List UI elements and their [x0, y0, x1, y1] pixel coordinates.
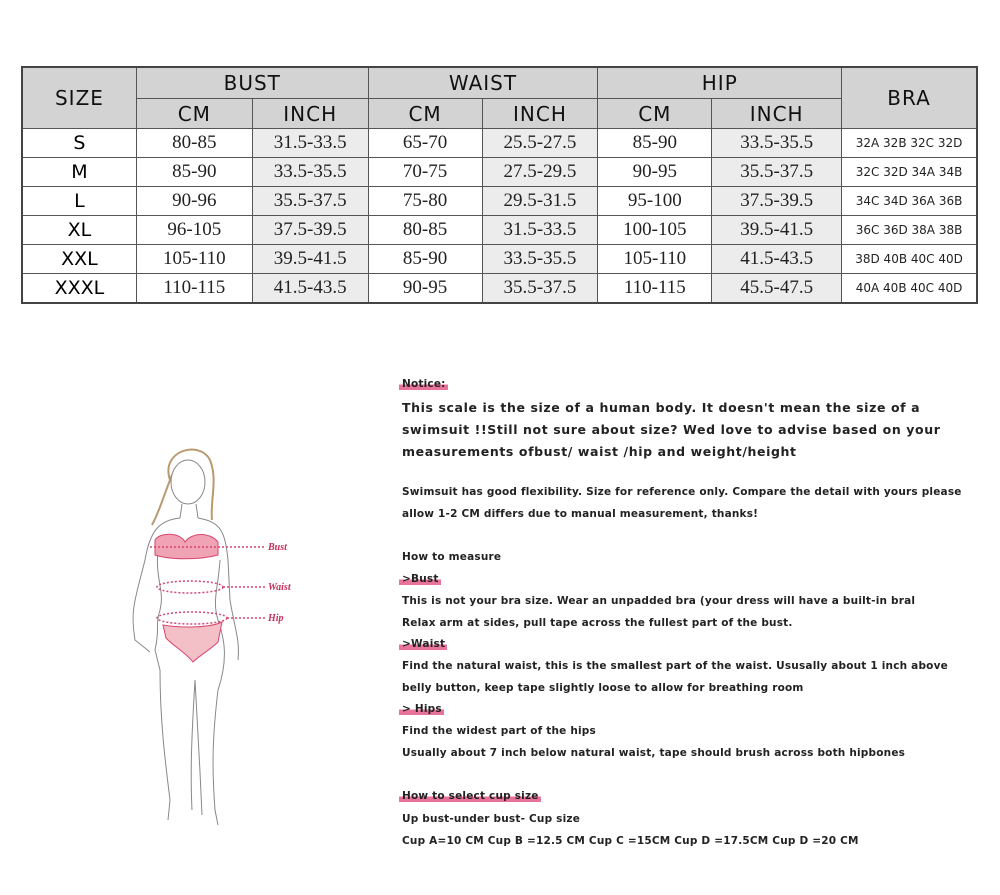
- bust-heading: >Bust: [399, 573, 441, 585]
- flex-line: Swimsuit has good flexibility. Size for …: [402, 486, 962, 498]
- cell-bust-in: 31.5-33.5: [251, 128, 369, 158]
- waist-cm-header: CM: [367, 98, 483, 129]
- cell-waist-cm: 80-85: [367, 215, 483, 245]
- cell-hip-cm: 85-90: [597, 128, 713, 158]
- waist-inch-header: INCH: [481, 98, 599, 129]
- cell-hip-in: 39.5-41.5: [711, 215, 843, 245]
- cell-bust-cm: 105-110: [135, 244, 253, 274]
- cell-size: XXXL: [21, 273, 137, 304]
- cell-waist-in: 35.5-37.5: [481, 273, 599, 304]
- table-row: L 90-96 35.5-37.5 75-80 29.5-31.5 95-100 37.5-…: [21, 186, 978, 216]
- waist-line: Find the natural waist, this is the smal…: [402, 660, 948, 672]
- bust-cm-header: CM: [135, 98, 253, 129]
- cell-waist-in: 25.5-27.5: [481, 128, 599, 158]
- hip-cm-header: CM: [597, 98, 713, 129]
- bust-header: BUST: [135, 66, 369, 99]
- notice-line: swimsuit !!Still not sure about size? We…: [402, 422, 941, 437]
- bra-header: BRA: [841, 66, 978, 129]
- hip-inch-header: INCH: [711, 98, 843, 129]
- table-row: S 80-85 31.5-33.5 65-70 25.5-27.5 85-90 33.5-3…: [21, 128, 978, 158]
- cell-hip-cm: 100-105: [597, 215, 713, 245]
- cell-hip-cm: 95-100: [597, 186, 713, 216]
- cell-waist-cm: 85-90: [367, 244, 483, 274]
- waist-line: belly button, keep tape slightly loose t…: [402, 682, 804, 694]
- cell-bra: 34C 34D 36A 36B: [841, 186, 978, 216]
- hip-label: Hip: [267, 613, 284, 624]
- cell-bra: 32C 32D 34A 34B: [841, 157, 978, 187]
- cell-size: XXL: [21, 244, 137, 274]
- hips-line: Find the widest part of the hips: [402, 725, 596, 737]
- cell-bra: 40A 40B 40C 40D: [841, 273, 978, 304]
- table-row: XL 96-105 37.5-39.5 80-85 31.5-33.5 100-105 39…: [21, 215, 978, 245]
- cell-waist-cm: 65-70: [367, 128, 483, 158]
- cell-waist-in: 33.5-35.5: [481, 244, 599, 274]
- cell-size: M: [21, 157, 137, 187]
- cell-hip-in: 37.5-39.5: [711, 186, 843, 216]
- hips-heading: > Hips: [399, 703, 444, 715]
- cell-waist-in: 31.5-33.5: [481, 215, 599, 245]
- waist-heading: >Waist: [399, 638, 448, 650]
- waist-header: WAIST: [367, 66, 599, 99]
- cell-hip-in: 41.5-43.5: [711, 244, 843, 274]
- cell-bust-cm: 90-96: [135, 186, 253, 216]
- table-row: XXL 105-110 39.5-41.5 85-90 33.5-35.5 105-110…: [21, 244, 978, 274]
- cell-waist-cm: 70-75: [367, 157, 483, 187]
- cell-bust-in: 39.5-41.5: [251, 244, 369, 274]
- size-header: SIZE: [21, 66, 137, 129]
- cell-hip-cm: 110-115: [597, 273, 713, 304]
- table-row: M 85-90 33.5-35.5 70-75 27.5-29.5 90-95 35.5-3…: [21, 157, 978, 187]
- cup-size-heading: How to select cup size: [399, 790, 541, 802]
- cell-size: XL: [21, 215, 137, 245]
- cell-waist-cm: 75-80: [367, 186, 483, 216]
- cell-waist-in: 27.5-29.5: [481, 157, 599, 187]
- notice-line: This scale is the size of a human body. …: [402, 400, 921, 415]
- cell-bra: 36C 36D 38A 38B: [841, 215, 978, 245]
- cell-size: S: [21, 128, 137, 158]
- notice-heading: Notice:: [399, 378, 448, 390]
- hips-line: Usually about 7 inch below natural waist…: [402, 747, 906, 759]
- cell-waist-cm: 90-95: [367, 273, 483, 304]
- cell-waist-in: 29.5-31.5: [481, 186, 599, 216]
- bust-line: This is not your bra size. Wear an unpad…: [402, 595, 916, 607]
- cell-hip-cm: 90-95: [597, 157, 713, 187]
- cell-hip-in: 45.5-47.5: [711, 273, 843, 304]
- cell-hip-cm: 105-110: [597, 244, 713, 274]
- cup-line: Up bust-under bust- Cup size: [402, 813, 581, 825]
- size-chart-table: SIZE BUST WAIST HIP BRA CM INCH CM INCH …: [21, 66, 978, 304]
- cell-bra: 32A 32B 32C 32D: [841, 128, 978, 158]
- notice-line: measurements ofbust/ waist /hip and weig…: [402, 444, 797, 459]
- cell-bust-in: 35.5-37.5: [251, 186, 369, 216]
- flex-line: allow 1-2 CM differs due to manual measu…: [402, 508, 759, 520]
- waist-label: Waist: [268, 582, 292, 593]
- cell-bust-cm: 85-90: [135, 157, 253, 187]
- cell-bra: 38D 40B 40C 40D: [841, 244, 978, 274]
- cell-hip-in: 35.5-37.5: [711, 157, 843, 187]
- how-to-measure-title: How to measure: [402, 551, 502, 563]
- bust-line: Relax arm at sides, pull tape across the…: [402, 617, 793, 629]
- cell-bust-cm: 110-115: [135, 273, 253, 304]
- cup-line: Cup A=10 CM Cup B =12.5 CM Cup C =15CM C…: [402, 835, 859, 847]
- cell-hip-in: 33.5-35.5: [711, 128, 843, 158]
- cell-bust-in: 33.5-35.5: [251, 157, 369, 187]
- bust-label: Bust: [267, 542, 288, 553]
- cell-bust-in: 37.5-39.5: [251, 215, 369, 245]
- cell-bust-cm: 80-85: [135, 128, 253, 158]
- body-measurement-illustration: Bust Waist Hip: [132, 448, 292, 826]
- table-row: XXXL 110-115 41.5-43.5 90-95 35.5-37.5 110-11…: [21, 273, 978, 304]
- bust-inch-header: INCH: [251, 98, 369, 129]
- hip-header: HIP: [597, 66, 843, 99]
- cell-bust-cm: 96-105: [135, 215, 253, 245]
- cell-bust-in: 41.5-43.5: [251, 273, 369, 304]
- cell-size: L: [21, 186, 137, 216]
